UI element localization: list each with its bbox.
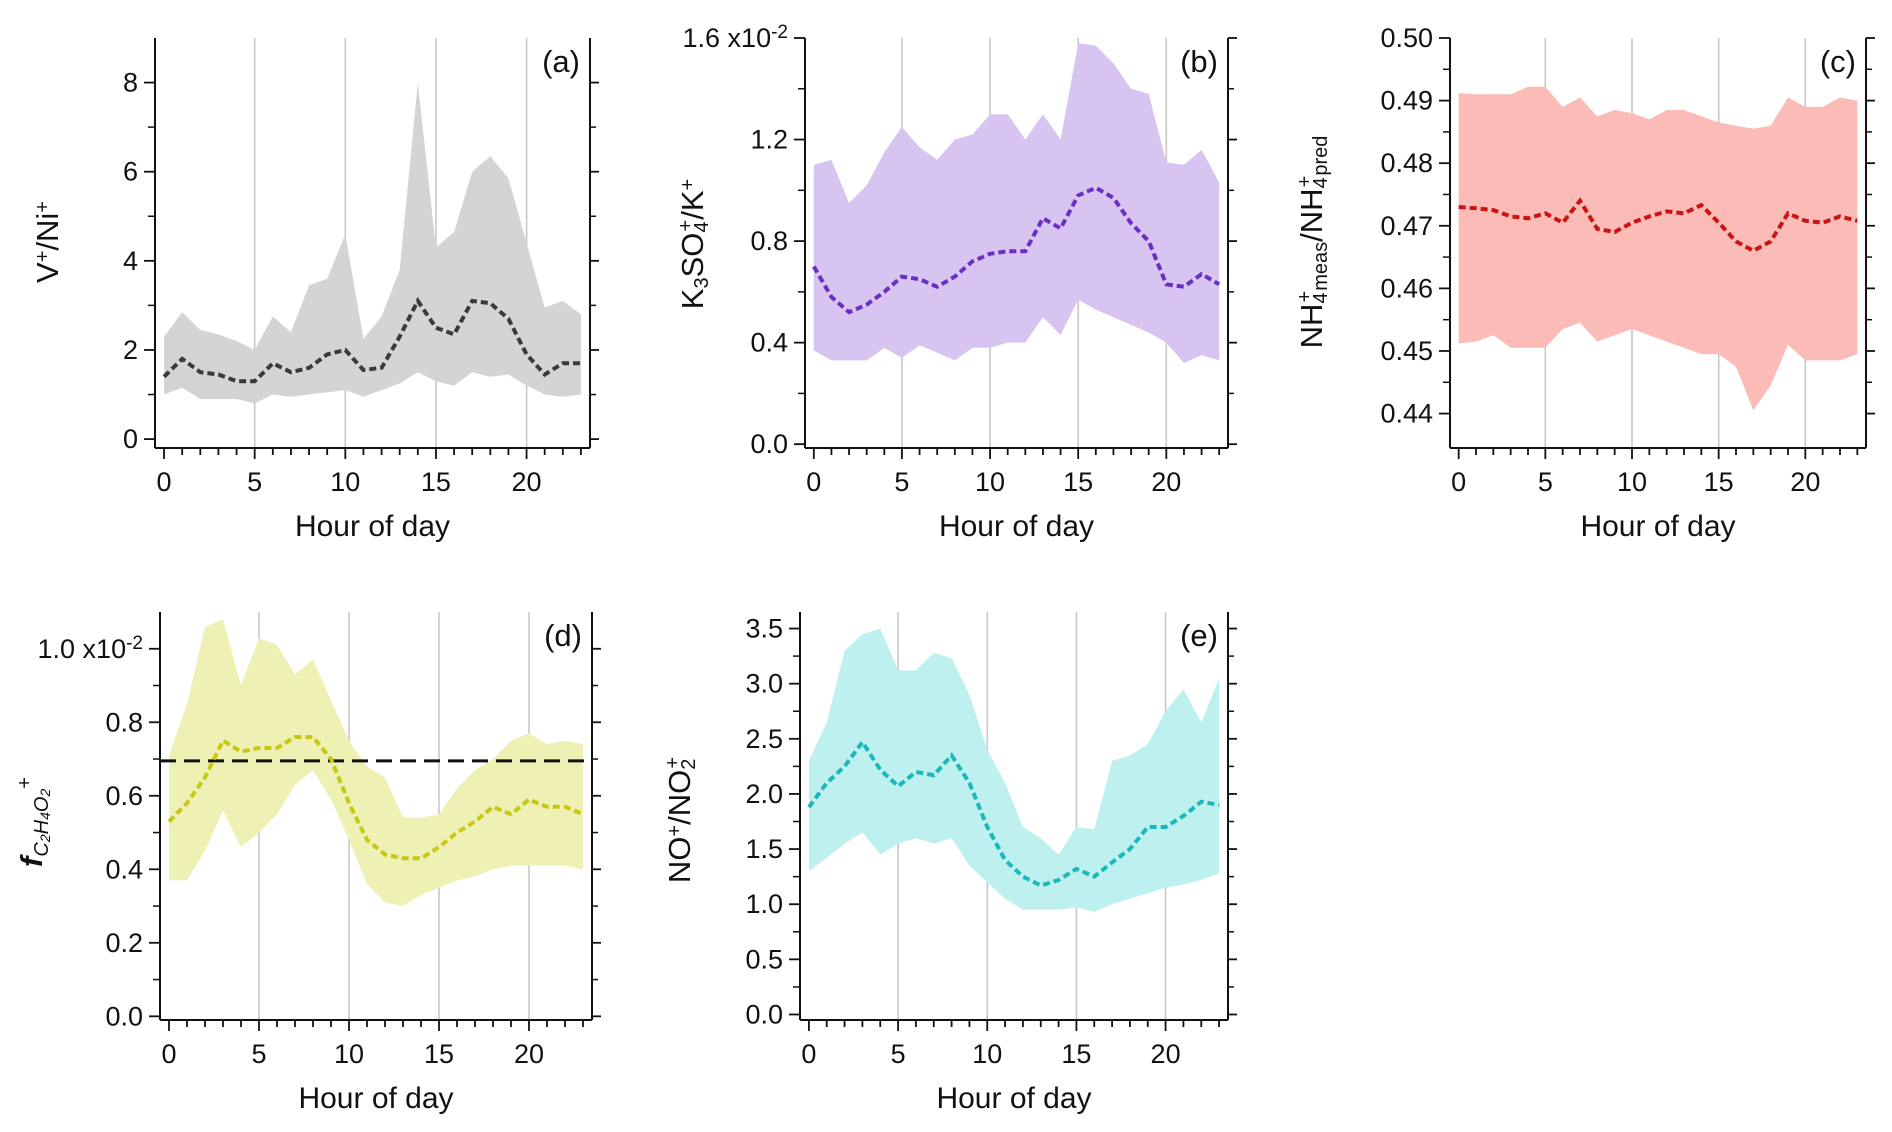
y-tick-label: 0.47 xyxy=(1380,211,1433,241)
panel-label: (e) xyxy=(1180,618,1218,653)
median-line xyxy=(1458,197,1858,254)
y-tick-label: 0.8 xyxy=(105,707,143,737)
y-tick-label: 0.49 xyxy=(1380,86,1433,116)
x-axis-title: Hour of day xyxy=(295,510,450,543)
y-axis-title: K3SO4+/K+ xyxy=(675,179,713,309)
x-tick-label: 0 xyxy=(157,467,172,497)
x-tick-label: 5 xyxy=(891,1039,906,1069)
x-tick-label: 10 xyxy=(330,467,360,497)
y-tick-label: 0.4 xyxy=(105,854,143,884)
x-tick-label: 0 xyxy=(801,1039,816,1069)
y-tick-label: 0.0 xyxy=(105,1001,143,1031)
chart-panel-d: 0 5 10 15 20 0.0 0.2 0.4 0.6 0.8 1.0 x10-2 (d) Hour … xyxy=(14,612,601,1115)
x-tick-label: 10 xyxy=(975,467,1005,497)
y-tick-label: 0.48 xyxy=(1380,148,1433,178)
y-tick-label: 0.5 xyxy=(745,944,783,974)
y-tick-label: 0.0 xyxy=(750,429,788,459)
x-tick-label: 10 xyxy=(1617,467,1647,497)
panel-label: (a) xyxy=(542,44,580,79)
x-tick-label: 10 xyxy=(334,1039,364,1069)
chart-panel-a: 0 5 10 15 20 0 2 4 6 8 (a) Hour of day V+/Ni+ xyxy=(30,38,599,543)
y-tick-label: 2 xyxy=(123,335,138,365)
y-tick-label: 0.6 xyxy=(105,781,143,811)
y-tick-label: 0.50 xyxy=(1380,23,1433,53)
median-line xyxy=(162,296,581,384)
panel-label: (c) xyxy=(1820,44,1856,79)
x-tick-label: 5 xyxy=(1538,467,1553,497)
range-band xyxy=(169,619,583,907)
y-tick-label: 8 xyxy=(123,68,138,98)
x-tick-label: 0 xyxy=(161,1039,176,1069)
x-axis-title: Hour of day xyxy=(298,1082,453,1115)
y-axis-title: V+/Ni+ xyxy=(30,201,65,283)
y-tick-label: 1.2 xyxy=(750,125,788,155)
range-band xyxy=(164,82,581,404)
x-tick-label: 15 xyxy=(1704,467,1734,497)
y-tick-label: 3.5 xyxy=(745,614,783,644)
x-tick-label: 20 xyxy=(512,467,542,497)
median-line xyxy=(167,735,584,861)
chart-panel-e: 0 5 10 15 20 0.0 0.5 1.0 1.5 2.0 2.5 3.0 3.5 (e) Hour … xyxy=(662,612,1237,1115)
y-axis-title: NH4+meas/NH4+pred xyxy=(1294,136,1332,349)
x-tick-label: 20 xyxy=(1151,467,1181,497)
y-tick-label: 2.0 xyxy=(745,779,783,809)
y-tick-label: 0.46 xyxy=(1380,273,1433,303)
x-tick-label: 15 xyxy=(1063,467,1093,497)
x-tick-label: 20 xyxy=(1151,1039,1181,1069)
chart-panel-b: 0 5 10 15 20 0.0 0.4 0.8 1.2 1.6 x10-2 (b) Hour of … xyxy=(675,22,1237,543)
x-axis-title: Hour of day xyxy=(939,510,1094,543)
y-axis-title: NO+/NO2+ xyxy=(662,757,700,883)
panel-label: (d) xyxy=(544,618,582,653)
y-top-tick-label: 1.6 x10-2 xyxy=(683,22,788,53)
x-tick-label: 15 xyxy=(424,1039,454,1069)
y-tick-label: 0.44 xyxy=(1380,399,1433,429)
y-tick-label: 1.0 xyxy=(745,889,783,919)
x-tick-label: 15 xyxy=(421,467,451,497)
y-tick-label: 4 xyxy=(123,246,138,276)
x-tick-label: 5 xyxy=(894,467,909,497)
range-band xyxy=(808,628,1220,912)
x-tick-label: 0 xyxy=(1451,467,1466,497)
y-tick-label: 2.5 xyxy=(745,724,783,754)
y-tick-label: 3.0 xyxy=(745,669,783,699)
y-tick-label: 1.5 xyxy=(745,834,783,864)
y-tick-label: 0.2 xyxy=(105,928,143,958)
x-tick-label: 15 xyxy=(1061,1039,1091,1069)
panel-label: (b) xyxy=(1180,44,1218,79)
y-top-tick-label: 1.0 x10-2 xyxy=(38,633,143,664)
y-tick-label: 6 xyxy=(123,157,138,187)
x-tick-label: 20 xyxy=(514,1039,544,1069)
y-tick-label: 0.45 xyxy=(1380,336,1433,366)
y-tick-label: 0.0 xyxy=(745,999,783,1029)
range-band xyxy=(1458,86,1858,411)
x-tick-label: 20 xyxy=(1790,467,1820,497)
x-axis-title: Hour of day xyxy=(1580,510,1735,543)
y-tick-label: 0.4 xyxy=(750,328,788,358)
x-tick-label: 0 xyxy=(806,467,821,497)
x-tick-label: 10 xyxy=(972,1039,1002,1069)
x-tick-label: 5 xyxy=(251,1039,266,1069)
median-line xyxy=(807,738,1220,888)
median-line xyxy=(812,185,1221,315)
x-axis-title: Hour of day xyxy=(936,1082,1091,1115)
chart-panel-c: 0 5 10 15 20 0.44 0.45 0.46 0.47 0.48 0.49 0.50 (c) H… xyxy=(1294,23,1875,543)
y-axis-title: fC2H4O2+ xyxy=(14,777,53,867)
y-tick-label: 0.8 xyxy=(750,226,788,256)
x-tick-label: 5 xyxy=(247,467,262,497)
y-tick-label: 0 xyxy=(123,424,138,454)
range-band xyxy=(813,43,1220,363)
